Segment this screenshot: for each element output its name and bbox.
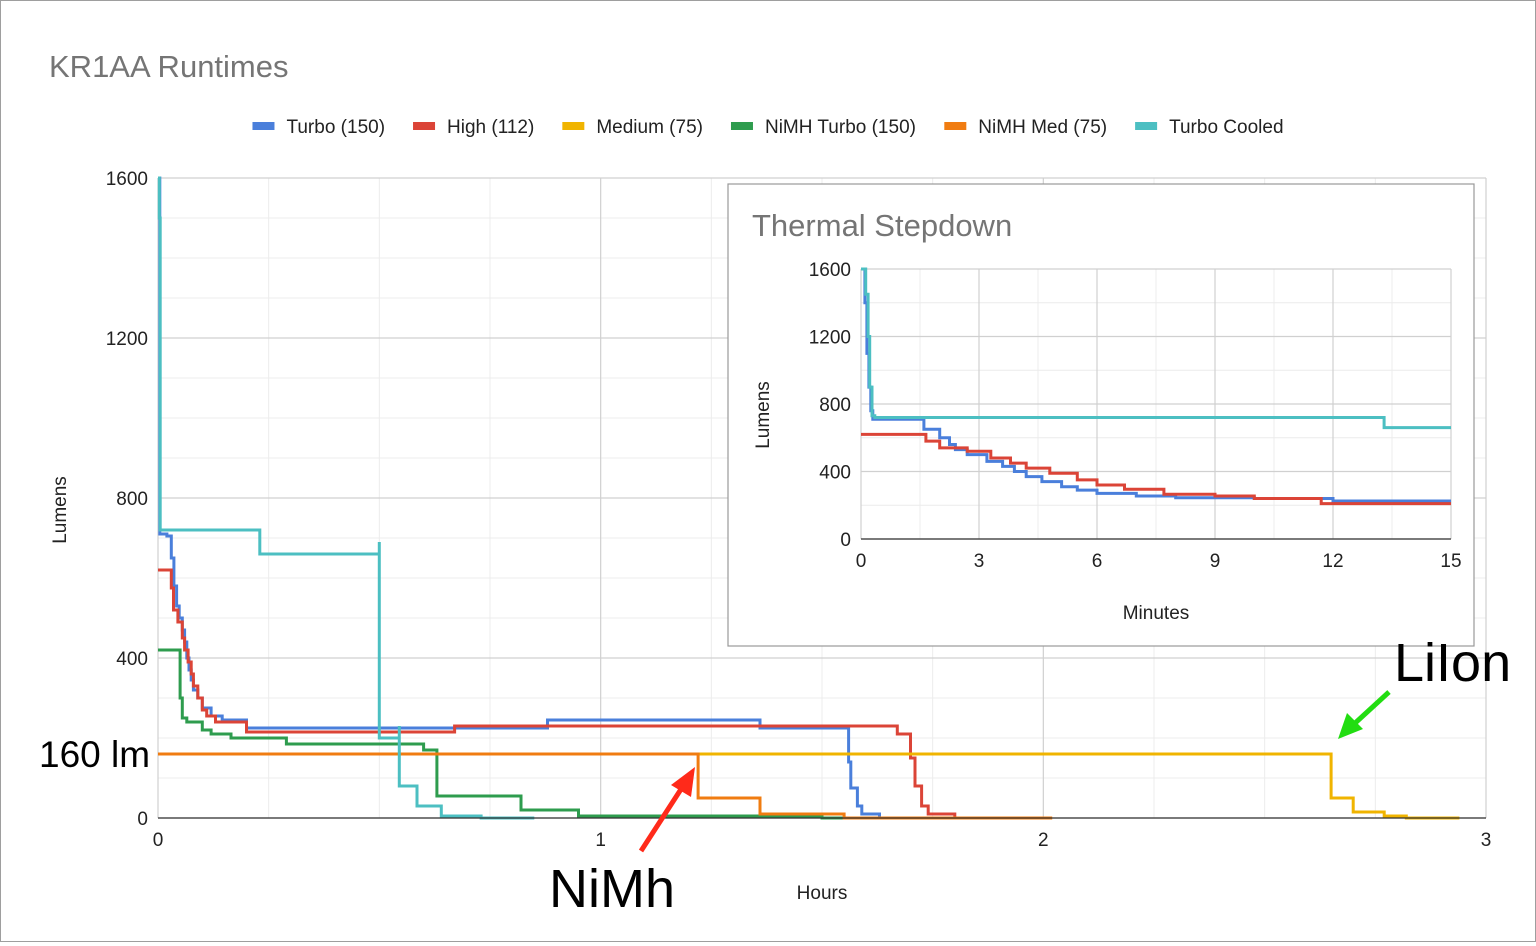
inset-y-tick-label: 1600 bbox=[809, 260, 851, 281]
legend-item-turbo-150: Turbo (150) bbox=[252, 117, 385, 138]
main-y-tick-label: 800 bbox=[116, 489, 148, 510]
legend-swatch bbox=[562, 122, 585, 130]
main-y-axis-title: Lumens bbox=[50, 476, 71, 544]
legend-item-nimh-turbo-150: NiMH Turbo (150) bbox=[730, 117, 916, 138]
main-x-tick-label: 0 bbox=[153, 830, 164, 851]
legend-swatch bbox=[252, 122, 275, 130]
main-chart-title: KR1AA Runtimes bbox=[49, 49, 289, 84]
main-legend: Turbo (150) High (112) Medium (75) NiMH Tur… bbox=[252, 117, 1284, 138]
inset-y-tick-label: 0 bbox=[840, 530, 851, 551]
inset-series-high-112 bbox=[861, 432, 1451, 506]
main-y-tick-label: 0 bbox=[137, 809, 148, 830]
annotation-liion-arrow bbox=[1338, 690, 1391, 739]
inset-series-turbo-cooled bbox=[861, 267, 1451, 430]
inset-y-tick-label: 800 bbox=[819, 395, 851, 416]
legend-swatch bbox=[413, 122, 436, 130]
main-x-tick-label: 1 bbox=[595, 830, 606, 851]
legend-label: Turbo Cooled bbox=[1169, 117, 1283, 138]
main-series-turbo-150 bbox=[158, 176, 933, 820]
legend-label: NiMH Med (75) bbox=[978, 117, 1107, 138]
inset-x-tick-label: 6 bbox=[1092, 551, 1103, 572]
inset-x-tick-label: 15 bbox=[1440, 551, 1461, 572]
main-series-layer bbox=[157, 176, 1460, 820]
inset-chart-title: Thermal Stepdown bbox=[752, 208, 1012, 243]
legend-label: NiMH Turbo (150) bbox=[765, 117, 916, 138]
inset-axis-tick-labels: 0 3 6 9 12 15 0 400 800 1200 1600 bbox=[809, 260, 1462, 572]
legend-label: Medium (75) bbox=[596, 117, 703, 138]
inset-y-tick-label: 1200 bbox=[809, 327, 851, 348]
main-y-tick-label: 1200 bbox=[106, 329, 148, 350]
main-y-tick-label: 400 bbox=[116, 649, 148, 670]
annotation-nimh: NiMh bbox=[549, 859, 675, 919]
legend-swatch bbox=[944, 122, 967, 130]
annotation-liion: LiIon bbox=[1394, 633, 1511, 693]
inset-x-tick-label: 9 bbox=[1210, 551, 1221, 572]
inset-y-tick-label: 400 bbox=[819, 462, 851, 483]
legend-label: High (112) bbox=[447, 117, 534, 138]
inset-x-tick-label: 0 bbox=[856, 551, 867, 572]
annotation-160-lm: 160 lm bbox=[39, 734, 150, 775]
main-x-tick-label: 3 bbox=[1481, 830, 1492, 851]
legend-swatch bbox=[730, 122, 753, 130]
legend-swatch bbox=[1135, 122, 1158, 130]
inset-x-tick-label: 3 bbox=[974, 551, 985, 572]
legend-item-medium-75: Medium (75) bbox=[562, 117, 703, 138]
inset-chart-box bbox=[727, 183, 1475, 647]
main-series-turbo-cooled bbox=[157, 176, 535, 820]
main-series-medium-75 bbox=[158, 752, 1460, 820]
inset-y-axis-title: Lumens bbox=[753, 381, 774, 449]
inset-x-axis-title: Minutes bbox=[1123, 603, 1190, 624]
main-series-nimh-med-75 bbox=[158, 752, 1053, 820]
annotation-nimh-arrow bbox=[638, 767, 695, 853]
legend-label: Turbo (150) bbox=[286, 117, 385, 138]
legend-item-high-112: High (112) bbox=[413, 117, 534, 138]
legend-item-turbo-cooled: Turbo Cooled bbox=[1135, 117, 1284, 138]
legend-item-nimh-med-75: NiMH Med (75) bbox=[944, 117, 1107, 138]
main-x-axis-title: Hours bbox=[797, 883, 848, 904]
main-y-tick-label: 1600 bbox=[106, 169, 148, 190]
main-x-tick-label: 2 bbox=[1038, 830, 1049, 851]
main-series-nimh-turbo-150 bbox=[158, 648, 867, 820]
main-series-high-112 bbox=[158, 568, 1000, 820]
inset-x-tick-label: 12 bbox=[1322, 551, 1343, 572]
inset-series-layer bbox=[861, 267, 1451, 506]
